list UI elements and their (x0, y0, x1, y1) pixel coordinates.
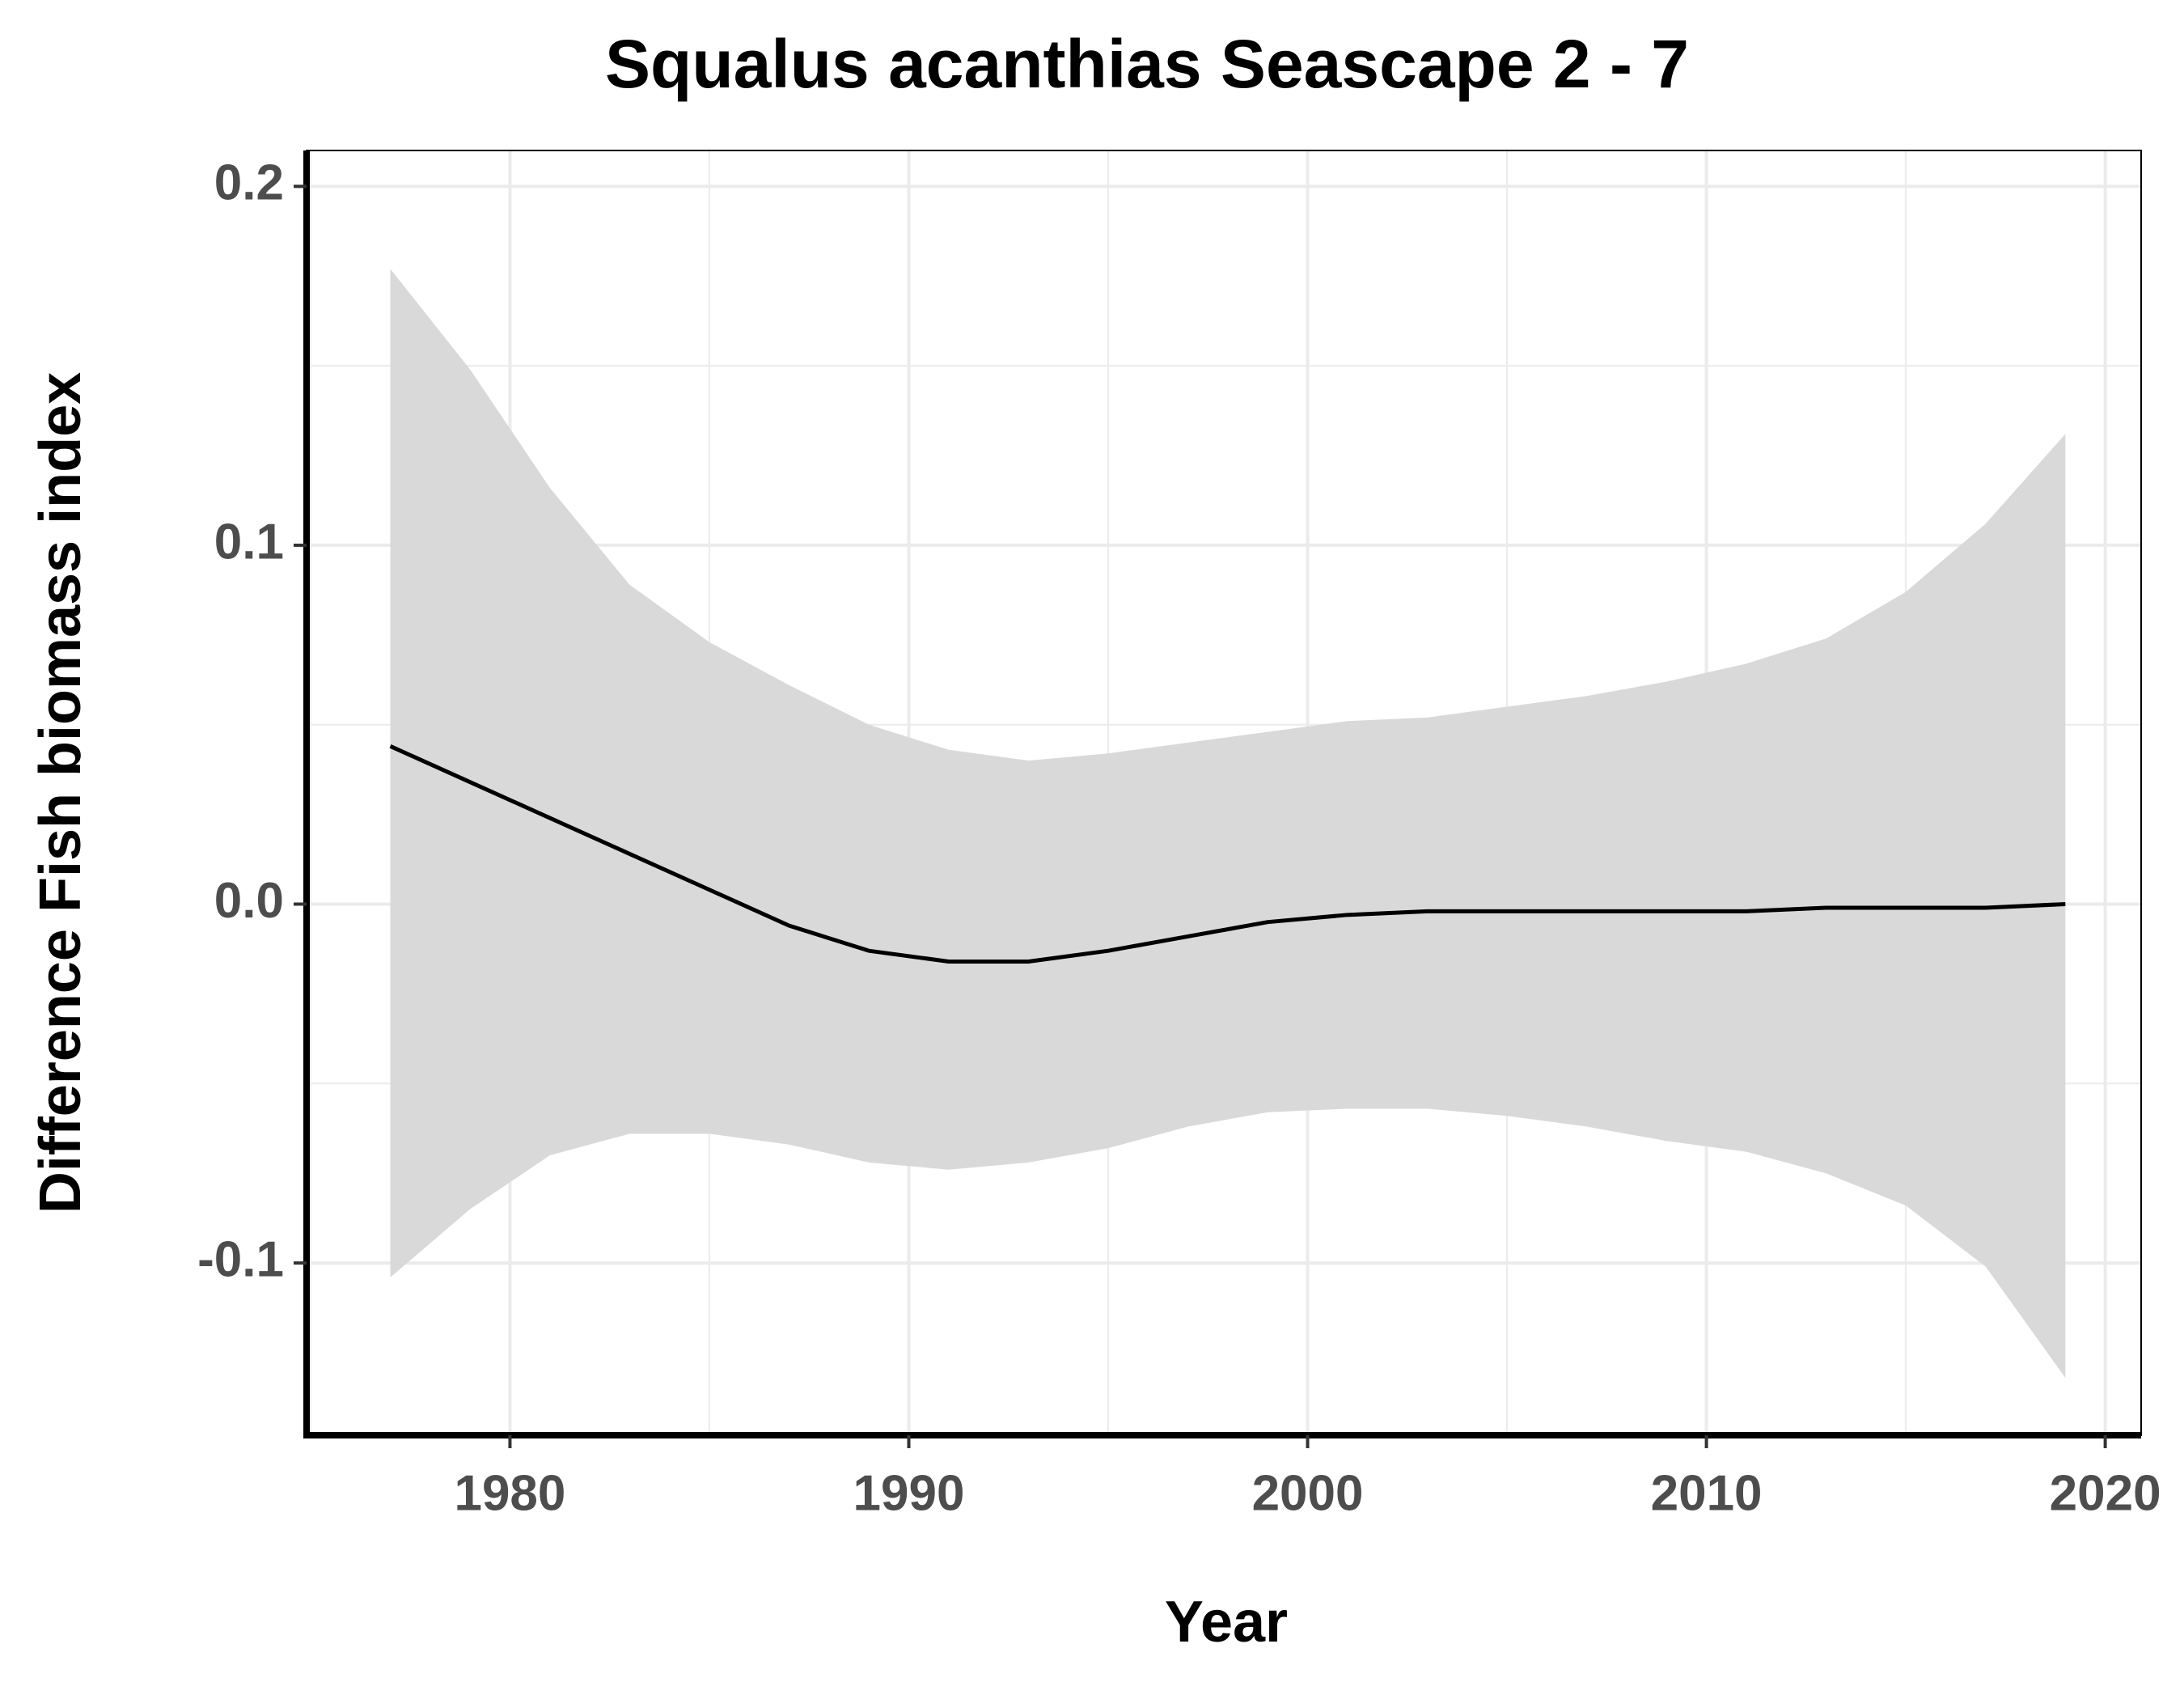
x-tick-label: 2020 (2050, 1465, 2161, 1521)
y-axis-title: Difference Fish biomass index (28, 372, 93, 1214)
x-tick-label: 1980 (454, 1465, 565, 1521)
trend-line (389, 744, 2066, 964)
x-tick-label: 2000 (1252, 1465, 1364, 1521)
confidence-band (390, 269, 2066, 1379)
chart-title: Squalus acanthias Seascape 2 - 7 (605, 26, 1689, 102)
y-tick-label: 0.2 (214, 155, 284, 211)
x-tick-label: 1990 (853, 1465, 965, 1521)
x-axis-title: Year (1165, 1590, 1288, 1655)
y-tick-label: 0.0 (214, 873, 284, 929)
x-tick-label: 2010 (1651, 1465, 1763, 1521)
y-tick-label: 0.1 (214, 514, 284, 570)
y-tick-label: -0.1 (197, 1231, 284, 1287)
